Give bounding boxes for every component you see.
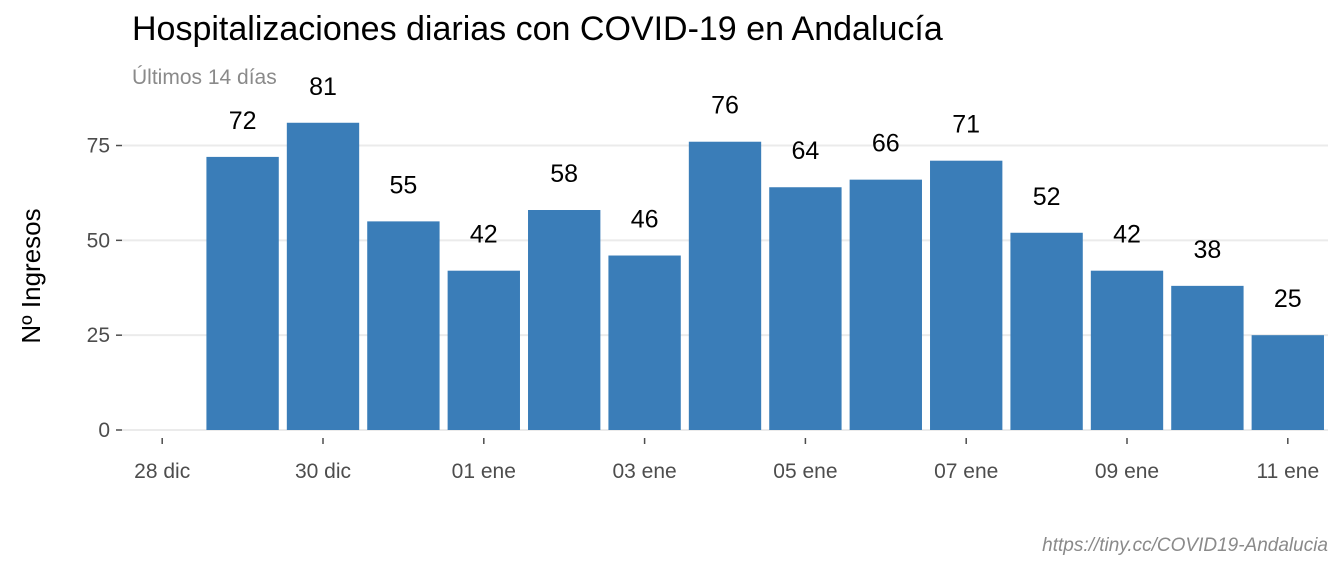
bar-value-label: 25 [1274, 285, 1302, 313]
bar [608, 255, 681, 430]
bar-value-label: 38 [1193, 236, 1221, 264]
bar [528, 210, 601, 430]
x-tick-label: 30 dic [295, 460, 351, 483]
bar [849, 179, 922, 430]
bar [688, 141, 762, 431]
bar [206, 156, 279, 430]
y-tick-label: 0 [98, 419, 110, 442]
y-tick-label: 50 [87, 229, 110, 252]
bar [769, 187, 842, 430]
chart-caption: https://tiny.cc/COVID19-Andalucia [1042, 535, 1328, 556]
x-tick-label: 05 ene [773, 460, 837, 483]
bar [1090, 270, 1164, 430]
bar-value-label: 52 [1033, 183, 1061, 211]
y-tick-label: 75 [87, 135, 110, 158]
bar-value-label: 55 [389, 171, 417, 199]
bar-value-label: 76 [711, 92, 739, 120]
bar [447, 270, 520, 430]
bar [286, 122, 360, 431]
bar-value-label: 42 [470, 221, 498, 249]
x-tick-label: 09 ene [1095, 460, 1159, 483]
bar-value-label: 58 [550, 160, 578, 188]
bar-value-label: 72 [229, 107, 257, 135]
y-axis-title: Nº Ingresos [16, 208, 46, 343]
x-tick-label: 11 ene [1256, 460, 1319, 483]
bar-value-label: 71 [952, 111, 980, 139]
bar [1010, 232, 1083, 430]
x-tick-label: 01 ene [452, 460, 516, 483]
bar-value-label: 81 [309, 73, 337, 101]
x-tick-label: 28 dic [134, 460, 190, 483]
chart-subtitle: Últimos 14 días [132, 66, 277, 89]
bar [1251, 335, 1324, 430]
bar-value-label: 66 [872, 130, 900, 158]
bar [1171, 285, 1244, 430]
x-tick-label: 03 ene [612, 460, 676, 483]
x-tick-label: 07 ene [934, 460, 998, 483]
bar-value-label: 42 [1113, 221, 1141, 249]
bar-value-label: 46 [631, 206, 659, 234]
bar [930, 160, 1003, 431]
y-tick-label: 25 [87, 324, 110, 347]
bar [367, 221, 440, 430]
bar-value-label: 64 [791, 137, 819, 165]
chart-title: Hospitalizaciones diarias con COVID-19 e… [132, 10, 943, 48]
